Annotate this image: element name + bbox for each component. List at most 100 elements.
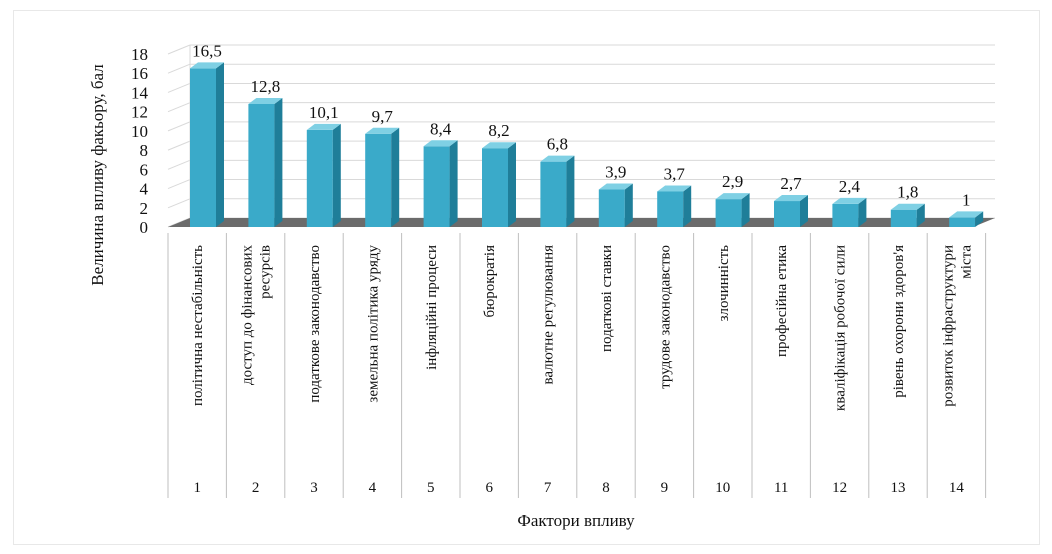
bars	[190, 62, 984, 228]
bar-top	[540, 155, 575, 162]
category-label: інфляційні процеси	[424, 245, 440, 370]
data-label: 2,4	[839, 177, 861, 196]
category-number: 4	[369, 480, 377, 496]
category-table: політична нестабільність 1 доступ до фінан…	[167, 233, 987, 498]
bar-top	[598, 183, 633, 190]
category-label: земельна політика уряду	[365, 245, 381, 403]
y-tick-label: 10	[131, 122, 148, 141]
bar-front	[890, 209, 917, 227]
category-number: 12	[832, 480, 847, 496]
data-labels: 16,5 12,8 10,1 9,7 8,4 8,2 6,8 3,9 3,7 2,9 2,7 2,4 1…	[192, 41, 970, 209]
grid-line	[167, 121, 191, 132]
bar-side	[975, 211, 984, 227]
category-number: 1	[193, 480, 201, 496]
bar	[715, 193, 750, 227]
bar-front	[306, 129, 333, 227]
bar-front	[482, 148, 508, 227]
bar	[598, 183, 633, 227]
category-label: рівень охорони здоров'я	[891, 245, 907, 398]
bar	[248, 97, 283, 227]
bar-front	[832, 203, 859, 227]
y-tick-label: 16	[131, 64, 148, 83]
grid-line	[167, 82, 191, 93]
bar-front	[423, 146, 450, 227]
grid-line	[167, 63, 191, 74]
data-label: 3,9	[605, 163, 626, 182]
category-label: податкове законодавство	[307, 245, 323, 403]
category-number: 10	[715, 480, 730, 496]
category-label: бюрократія	[482, 245, 498, 318]
data-label: 8,2	[488, 121, 509, 140]
bar-front	[657, 191, 684, 227]
bar-side	[274, 97, 283, 227]
bar-top	[832, 197, 867, 204]
y-tick-label: 12	[131, 103, 148, 122]
category-number: 7	[544, 480, 552, 496]
bar-front	[365, 133, 392, 227]
data-label: 2,9	[722, 172, 743, 191]
bar-front	[248, 103, 275, 227]
bar	[540, 155, 575, 227]
y-axis-title: Величина впливу факьору, бал	[88, 64, 107, 286]
data-label: 1,8	[897, 183, 918, 202]
bar-front	[190, 68, 216, 228]
bar	[657, 185, 692, 227]
category-label: кваліфікація робочої сили	[833, 245, 849, 411]
chart-floor	[168, 218, 995, 227]
category-number: 5	[427, 480, 435, 496]
bar	[482, 142, 516, 227]
y-tick-label: 4	[140, 180, 149, 199]
data-label: 10,1	[309, 103, 339, 122]
category-number: 3	[310, 480, 318, 496]
bar-top	[715, 193, 750, 200]
bar-side	[683, 185, 692, 227]
bar-side	[508, 142, 516, 227]
y-tick-label: 2	[140, 199, 149, 218]
bar-top	[190, 62, 224, 69]
data-label: 2,7	[780, 174, 802, 193]
bar-top	[248, 97, 283, 104]
category-label: доступ до фінансових	[240, 245, 256, 386]
category-label: політична нестабільність	[190, 245, 206, 406]
bar-top	[306, 123, 341, 130]
grid-line	[167, 159, 191, 170]
x-axis-title: Фактори впливу	[517, 511, 635, 530]
grid-line	[167, 44, 191, 55]
data-label: 8,4	[430, 119, 452, 138]
bar-side	[566, 155, 575, 227]
bar-top	[423, 140, 458, 147]
floor-plane	[168, 218, 995, 227]
bar	[306, 123, 341, 227]
bar-side	[800, 195, 808, 227]
grid-line	[167, 102, 191, 113]
bar	[190, 62, 224, 228]
bar-front	[774, 201, 800, 227]
category-number: 2	[252, 480, 260, 496]
category-label: ресурсів	[258, 245, 274, 299]
category-number: 13	[891, 480, 906, 496]
category-label: професійна етика	[774, 245, 790, 357]
y-tick-label: 14	[131, 83, 149, 102]
bar	[423, 140, 458, 227]
bar-top	[949, 211, 984, 218]
bar-side	[216, 62, 224, 227]
data-label: 12,8	[251, 77, 281, 96]
y-tick-label: 18	[131, 45, 148, 64]
grid-line	[167, 179, 191, 190]
bar-side	[624, 183, 633, 227]
category-number: 14	[949, 480, 965, 496]
category-label: злочинність	[716, 245, 732, 322]
category-number: 8	[602, 480, 610, 496]
bar	[832, 197, 867, 227]
bar-top	[482, 142, 516, 149]
bar-top	[365, 127, 400, 134]
bar-top	[890, 203, 925, 210]
bar-front	[715, 199, 742, 227]
category-label: міста	[958, 245, 974, 279]
bar-top	[774, 195, 808, 202]
y-tick-label: 6	[140, 160, 149, 179]
data-label: 1	[962, 190, 971, 209]
category-number: 9	[661, 480, 669, 496]
